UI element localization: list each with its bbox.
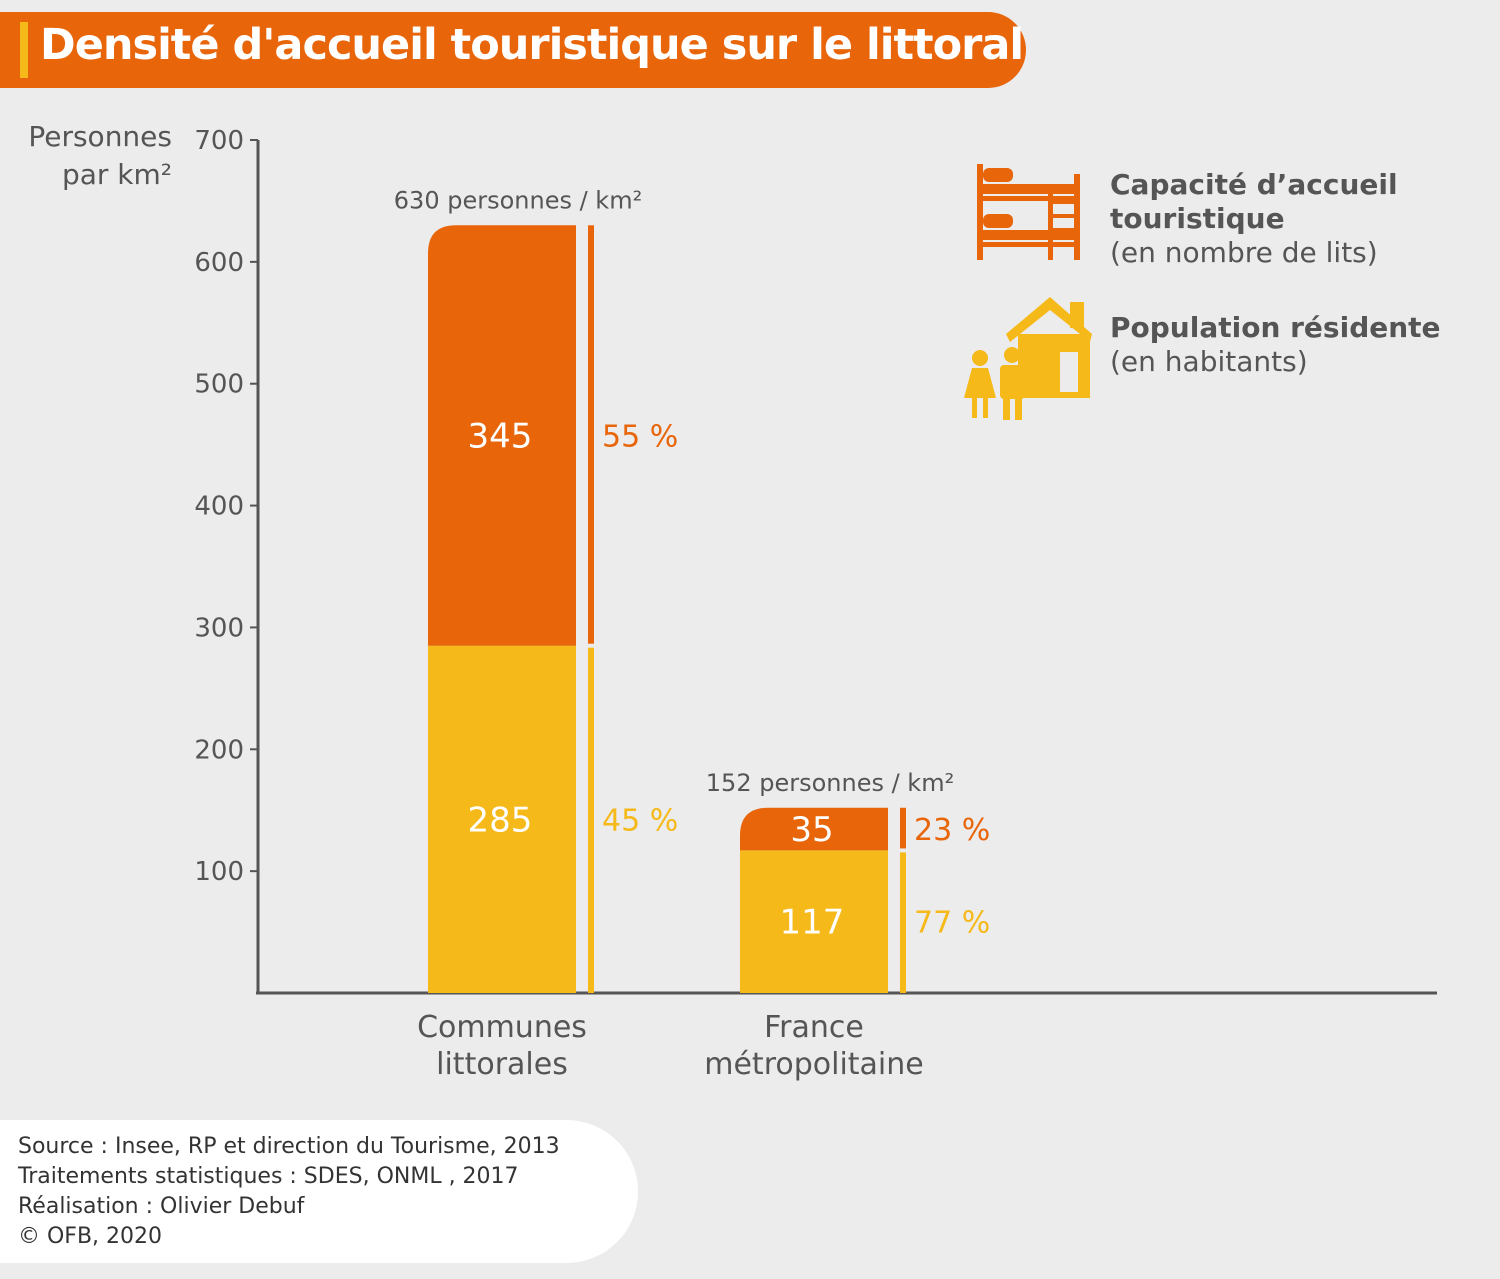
source-footer: Source : Insee, RP et direction du Touri… bbox=[0, 1120, 638, 1263]
total-annotation: 152 personnes / km² bbox=[706, 769, 954, 797]
bar-segment-capacity bbox=[428, 225, 576, 646]
x-category-label: France bbox=[764, 1010, 864, 1045]
bar-segment-population bbox=[740, 850, 888, 993]
bar-value-label-capacity: 35 bbox=[790, 810, 833, 850]
legend-subtitle: (en habitants) bbox=[1110, 345, 1308, 378]
bar-segment-population bbox=[428, 645, 576, 993]
chart-title: Densité d'accueil touristique sur le lit… bbox=[40, 20, 1024, 70]
percent-label-capacity: 23 % bbox=[914, 813, 990, 848]
title-accent-bar bbox=[20, 22, 28, 78]
stacked-bar-chart: 100 200 300 400 500 600 700 Personnes par km² 285… bbox=[28, 120, 1441, 1082]
footer-copyright: © OFB, 2020 bbox=[18, 1224, 163, 1249]
percent-label-population: 45 % bbox=[602, 803, 678, 838]
y-tick-label: 500 bbox=[194, 370, 244, 400]
y-tick-label: 600 bbox=[194, 248, 244, 278]
percent-label-population: 77 % bbox=[914, 906, 990, 941]
legend-title: touristique bbox=[1110, 202, 1285, 235]
proportion-strip-population bbox=[900, 852, 906, 993]
bar-value-label-population: 117 bbox=[780, 903, 845, 943]
house-people-icon bbox=[964, 297, 1092, 420]
legend-subtitle: (en nombre de lits) bbox=[1110, 236, 1378, 269]
footer-processing: Traitements statistiques : SDES, ONML , … bbox=[18, 1164, 519, 1189]
percent-label-capacity: 55 % bbox=[602, 420, 678, 455]
y-tick-label: 700 bbox=[194, 126, 244, 156]
y-tick-label: 300 bbox=[194, 613, 244, 643]
footer-lines: Source : Insee, RP et direction du Touri… bbox=[18, 1132, 560, 1252]
x-category-label: métropolitaine bbox=[704, 1047, 924, 1082]
proportion-strip-population bbox=[588, 647, 594, 993]
y-axis-label: par km² bbox=[62, 158, 172, 191]
footer-source: Source : Insee, RP et direction du Touri… bbox=[18, 1134, 560, 1159]
x-category-label: littorales bbox=[436, 1047, 568, 1082]
legend-title: Population résidente bbox=[1110, 311, 1441, 344]
y-tick-label: 200 bbox=[194, 735, 244, 765]
total-annotation: 630 personnes / km² bbox=[394, 186, 642, 214]
y-tick-label: 400 bbox=[194, 492, 244, 522]
bar-value-label-population: 285 bbox=[468, 800, 533, 840]
bar-value-label-capacity: 345 bbox=[468, 417, 533, 457]
footer-author: Réalisation : Olivier Debuf bbox=[18, 1194, 305, 1219]
title-banner: Densité d'accueil touristique sur le lit… bbox=[0, 12, 1026, 88]
legend-title: Capacité d’accueil bbox=[1110, 168, 1398, 201]
bunk-bed-icon bbox=[977, 164, 1080, 260]
bar-segment-capacity bbox=[740, 807, 888, 851]
x-category-label: Communes bbox=[417, 1010, 587, 1045]
proportion-strip-capacity bbox=[588, 225, 594, 644]
y-axis-label: Personnes bbox=[28, 120, 172, 153]
y-tick-label: 100 bbox=[194, 857, 244, 887]
proportion-strip-capacity bbox=[900, 807, 906, 849]
